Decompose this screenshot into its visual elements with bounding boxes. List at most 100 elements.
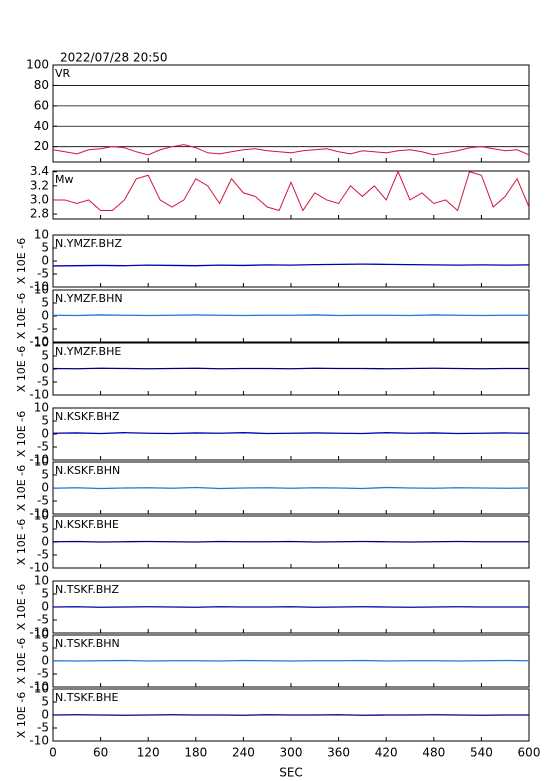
panel-label: N.TSKF.BHN (55, 637, 120, 650)
y-tick-label: 100 (26, 58, 49, 72)
y-tick-label: 5 (41, 587, 49, 601)
trace-line (52, 367, 529, 370)
x-tick-label: 180 (184, 746, 207, 760)
y-tick-label: 0 (41, 254, 49, 268)
y-tick-label: 10 (34, 509, 49, 523)
y-tick-label: 5 (41, 241, 49, 255)
x-tick-label: 240 (232, 746, 255, 760)
y-tick-label: 80 (34, 78, 49, 92)
trace-line (52, 144, 530, 156)
y-tick-label: -10 (29, 626, 49, 640)
y-axis-label: X 10E -6 (15, 692, 28, 738)
trace-line (52, 314, 529, 317)
panel-label: N.TSKF.BHZ (55, 583, 120, 596)
trace-line (53, 170, 530, 212)
y-axis-label: X 10E -6 (15, 465, 28, 511)
y-tick-label: 10 (34, 401, 49, 415)
y-tick-label: 2.8 (30, 207, 49, 221)
y-tick-label: 5 (41, 296, 49, 310)
y-tick-label: 0 (41, 427, 49, 441)
chart-title: 2022/07/28 20:50 (60, 51, 168, 65)
y-tick-label: -5 (37, 613, 49, 627)
y-tick-label: -10 (29, 453, 49, 467)
y-tick-label: 5 (41, 414, 49, 428)
y-tick-label: -10 (29, 680, 49, 694)
y-tick-label: 10 (34, 455, 49, 469)
x-tick-label: 0 (49, 746, 57, 760)
trace-line (52, 486, 530, 490)
y-axis-label: X 10E -6 (15, 584, 28, 630)
y-tick-label: 10 (34, 628, 49, 642)
y-tick-label: 10 (34, 336, 49, 350)
y-tick-label: -5 (37, 375, 49, 389)
y-tick-label: -10 (29, 335, 49, 349)
panel-label: Mw (55, 173, 74, 186)
y-tick-label: 10 (34, 574, 49, 588)
y-tick-label: -10 (29, 734, 49, 748)
y-axis-label: X 10E -6 (15, 293, 28, 339)
x-tick-label: 540 (470, 746, 493, 760)
panel-label: N.KSKF.BHE (55, 518, 119, 531)
y-tick-label: 3.0 (30, 192, 49, 206)
panel-label: N.KSKF.BHN (55, 464, 120, 477)
y-tick-label: 3.4 (30, 164, 49, 178)
y-axis-label: X 10E -6 (15, 238, 28, 284)
panel-frame (52, 289, 530, 343)
x-tick-label: 600 (518, 746, 541, 760)
y-tick-label: 5 (41, 522, 49, 536)
y-tick-label: 0 (41, 309, 49, 323)
x-tick-label: 120 (137, 746, 160, 760)
y-tick-label: -5 (37, 548, 49, 562)
panel-label: N.YMZF.BHN (55, 292, 123, 305)
y-tick-label: 0 (41, 600, 49, 614)
x-tick-label: 420 (375, 746, 398, 760)
y-tick-label: 5 (41, 468, 49, 482)
x-axis-label: SEC (279, 766, 303, 780)
y-tick-label: 5 (41, 695, 49, 709)
y-tick-label: 5 (41, 641, 49, 655)
y-tick-label: -5 (37, 721, 49, 735)
panel-label: N.YMZF.BHE (55, 345, 121, 358)
y-tick-label: 10 (34, 682, 49, 696)
y-tick-label: 0 (41, 654, 49, 668)
y-tick-label: -5 (37, 494, 49, 508)
panel-label: N.TSKF.BHE (55, 691, 119, 704)
y-tick-label: 10 (34, 283, 49, 297)
y-tick-label: 0 (41, 535, 49, 549)
y-axis-label: X 10E -6 (15, 638, 28, 684)
y-tick-label: -10 (29, 507, 49, 521)
trace-line (52, 606, 529, 608)
y-tick-label: -5 (37, 667, 49, 681)
panel-label: VR (55, 67, 71, 80)
panel-frame (52, 170, 530, 220)
trace-line (52, 659, 530, 662)
trace-line (52, 263, 530, 267)
panel-label: N.KSKF.BHZ (55, 410, 120, 423)
y-tick-label: 10 (34, 228, 49, 242)
x-tick-label: 480 (422, 746, 445, 760)
y-axis-label: X 10E -6 (15, 346, 28, 392)
y-axis-label: X 10E -6 (15, 519, 28, 565)
y-tick-label: -10 (29, 388, 49, 402)
x-tick-label: 360 (327, 746, 350, 760)
x-tick-label: 60 (93, 746, 108, 760)
trace-line (52, 714, 529, 716)
y-tick-label: 3.2 (30, 178, 49, 192)
y-tick-label: 5 (41, 349, 49, 363)
y-axis-label: X 10E -6 (15, 411, 28, 457)
y-tick-label: 0 (41, 708, 49, 722)
y-tick-label: 20 (34, 139, 49, 153)
trace-line (52, 540, 529, 543)
trace-line (52, 432, 530, 435)
y-tick-label: -5 (37, 267, 49, 281)
y-tick-label: -5 (37, 322, 49, 336)
y-tick-label: -5 (37, 440, 49, 454)
y-tick-label: 0 (41, 481, 49, 495)
panel-label: N.YMZF.BHZ (55, 237, 122, 250)
panel-frame (52, 234, 530, 288)
y-tick-label: 40 (34, 119, 49, 133)
y-tick-label: -10 (29, 561, 49, 575)
y-tick-label: 60 (34, 98, 49, 112)
x-tick-label: 300 (280, 746, 303, 760)
